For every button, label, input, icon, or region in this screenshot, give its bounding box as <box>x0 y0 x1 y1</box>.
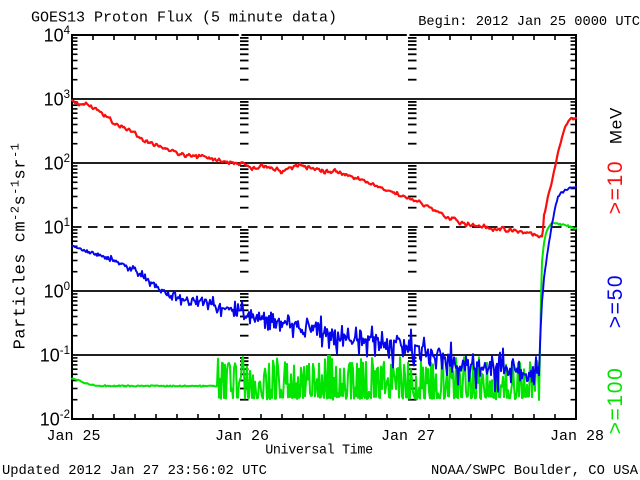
svg-text:GOES13 Proton Flux (5 minute d: GOES13 Proton Flux (5 minute data) <box>31 10 337 27</box>
svg-text:Begin: 2012 Jan 25 0000 UTC: Begin: 2012 Jan 25 0000 UTC <box>418 15 640 30</box>
svg-text:Jan 28: Jan 28 <box>550 428 604 445</box>
svg-text:102: 102 <box>44 153 70 174</box>
svg-text:>=10: >=10 <box>604 160 627 215</box>
svg-text:103: 103 <box>44 89 70 110</box>
svg-text:101: 101 <box>44 217 70 238</box>
svg-text:Updated 2012 Jan 27 23:56:02 U: Updated 2012 Jan 27 23:56:02 UTC <box>2 463 267 479</box>
svg-text:Jan 25: Jan 25 <box>46 428 100 445</box>
svg-text:MeV: MeV <box>607 107 626 144</box>
svg-text:Jan 27: Jan 27 <box>381 428 435 445</box>
svg-text:>=100: >=100 <box>604 367 627 435</box>
svg-text:100: 100 <box>44 281 70 302</box>
svg-text:Particles cm-2s-1sr-1: Particles cm-2s-1sr-1 <box>9 143 31 350</box>
svg-text:Jan 26: Jan 26 <box>215 428 269 445</box>
svg-text:Universal Time: Universal Time <box>265 444 373 459</box>
svg-text:>=50: >=50 <box>604 274 627 329</box>
svg-text:NOAA/SWPC Boulder, CO USA: NOAA/SWPC Boulder, CO USA <box>431 463 639 479</box>
